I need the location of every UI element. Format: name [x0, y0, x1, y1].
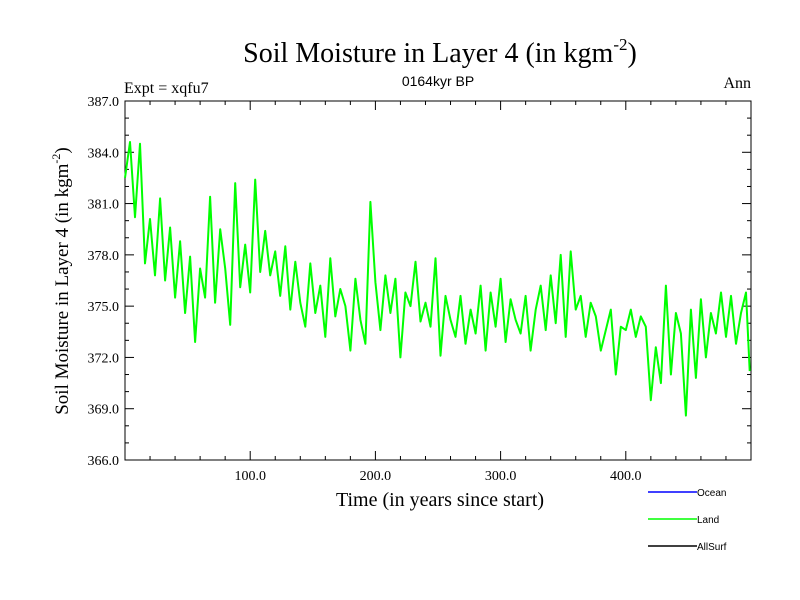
- x-tick-label: 200.0: [360, 469, 392, 484]
- legend-label-allsurf: AllSurf: [697, 542, 727, 553]
- axis-ticks: [125, 100, 751, 461]
- series-line-land: [124, 141, 751, 417]
- series-layer: [124, 141, 751, 417]
- axis-tick-labels: 366.0 369.0 372.0 375.0 378.0 381.0 384.0 387.0…: [88, 95, 642, 484]
- y-tick-label: 369.0: [88, 403, 120, 418]
- y-tick-label: 378.0: [88, 249, 120, 264]
- plot-frame: [124, 100, 752, 461]
- y-tick-label: 375.0: [88, 300, 120, 315]
- y-tick-label: 384.0: [88, 146, 120, 161]
- y-tick-label: 366.0: [88, 454, 120, 469]
- subtitle-left: Expt = xqfu7: [124, 80, 209, 97]
- y-tick-label: 372.0: [88, 351, 120, 366]
- legend: Ocean Land AllSurf: [648, 488, 727, 553]
- subtitle-center: 0164kyr BP: [402, 73, 474, 89]
- y-tick-label: 387.0: [88, 95, 120, 110]
- y-tick-label: 381.0: [88, 198, 120, 213]
- x-tick-label: 400.0: [610, 469, 642, 484]
- chart-title: Soil Moisture in Layer 4 (in kgm-2): [243, 35, 637, 69]
- y-axis-label: Soil Moisture in Layer 4 (in kgm-2): [49, 147, 73, 415]
- legend-label-land: Land: [697, 515, 719, 526]
- subtitle-right: Ann: [723, 75, 751, 92]
- x-tick-label: 300.0: [485, 469, 517, 484]
- x-tick-label: 100.0: [234, 469, 266, 484]
- legend-label-ocean: Ocean: [697, 488, 726, 499]
- x-axis-label: Time (in years since start): [336, 489, 544, 511]
